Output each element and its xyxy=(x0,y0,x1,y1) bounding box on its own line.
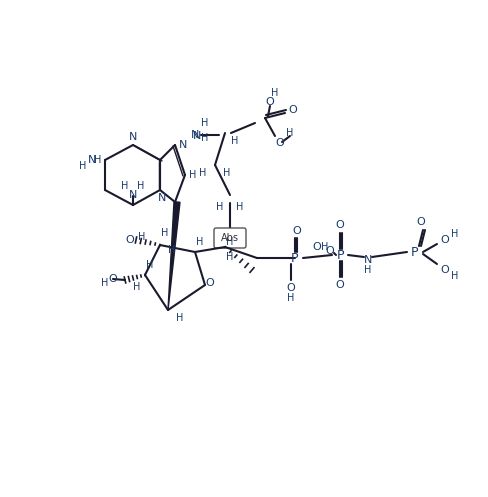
Text: N: N xyxy=(158,193,166,203)
Text: P: P xyxy=(336,248,344,261)
Text: N: N xyxy=(364,255,372,265)
Text: H: H xyxy=(224,168,231,178)
Text: O: O xyxy=(441,265,449,275)
Text: H: H xyxy=(287,293,295,303)
FancyBboxPatch shape xyxy=(214,228,246,248)
Text: H: H xyxy=(226,237,234,247)
Text: H: H xyxy=(271,88,279,98)
Text: O: O xyxy=(125,235,134,245)
Text: H: H xyxy=(216,202,224,212)
Text: H: H xyxy=(146,260,154,270)
Text: H: H xyxy=(202,133,209,143)
Text: H: H xyxy=(202,118,209,128)
Text: N: N xyxy=(193,131,201,141)
Text: H: H xyxy=(133,282,141,292)
Text: N: N xyxy=(88,155,96,165)
Text: H: H xyxy=(451,271,459,281)
Text: H: H xyxy=(199,168,207,178)
Text: O: O xyxy=(441,235,449,245)
Text: N: N xyxy=(191,130,199,140)
Text: O: O xyxy=(293,226,302,236)
Text: N: N xyxy=(129,132,137,142)
Text: O: O xyxy=(276,138,285,148)
Text: O: O xyxy=(288,105,297,115)
Text: H: H xyxy=(168,245,176,255)
Text: H: H xyxy=(231,136,239,146)
Text: H: H xyxy=(138,232,146,242)
Text: H: H xyxy=(102,278,109,288)
Text: H: H xyxy=(321,242,329,252)
Text: O: O xyxy=(336,220,345,230)
Text: H: H xyxy=(365,265,372,275)
Text: O: O xyxy=(286,283,295,293)
Text: Abs: Abs xyxy=(221,233,239,243)
Text: O: O xyxy=(109,274,118,284)
Text: O: O xyxy=(325,246,334,256)
Polygon shape xyxy=(168,202,180,310)
Text: H: H xyxy=(94,155,102,165)
Text: H: H xyxy=(137,181,144,191)
Text: O: O xyxy=(417,217,426,227)
Text: O: O xyxy=(336,280,345,290)
Text: H: H xyxy=(451,229,459,239)
Text: N: N xyxy=(179,140,187,150)
Text: O: O xyxy=(205,278,214,288)
Text: P: P xyxy=(411,246,419,258)
Text: H: H xyxy=(176,313,183,323)
Text: H: H xyxy=(286,128,294,138)
Text: P: P xyxy=(291,251,299,264)
Text: N: N xyxy=(129,190,137,200)
Text: H: H xyxy=(162,228,169,238)
Text: H: H xyxy=(189,170,197,180)
Text: H: H xyxy=(236,202,244,212)
Text: H: H xyxy=(80,161,87,171)
Text: H: H xyxy=(196,237,203,247)
Text: O: O xyxy=(265,97,274,107)
Text: H: H xyxy=(226,252,234,262)
Text: H: H xyxy=(122,181,129,191)
Text: O: O xyxy=(313,242,322,252)
